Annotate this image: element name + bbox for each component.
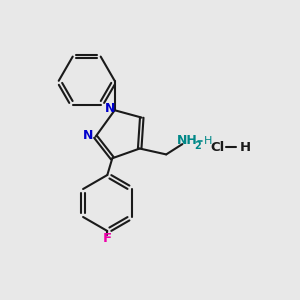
Text: N: N <box>105 102 116 115</box>
Text: H: H <box>204 136 212 146</box>
Text: N: N <box>83 129 93 142</box>
Text: H: H <box>240 141 251 154</box>
Text: 2: 2 <box>195 141 201 151</box>
Text: Cl: Cl <box>211 141 225 154</box>
Text: F: F <box>103 232 112 245</box>
Text: NH: NH <box>176 134 197 147</box>
